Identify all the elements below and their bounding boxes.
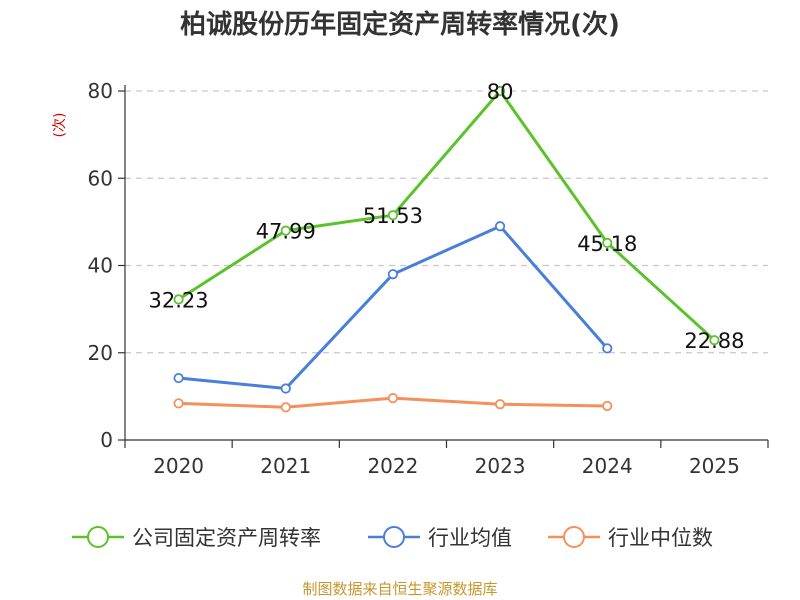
data-label: 47.99 — [256, 220, 316, 244]
data-label: 80 — [487, 80, 514, 104]
x-tick-label: 2023 — [475, 454, 526, 478]
legend-swatch-marker — [87, 526, 109, 548]
data-point — [280, 383, 291, 394]
data-labels: 32.23 47.99 51.53 80 45.18 22.88 — [149, 80, 745, 353]
series-layer — [173, 85, 720, 413]
x-tick-label: 2025 — [689, 454, 740, 478]
legend-label: 行业中位数 — [608, 526, 713, 550]
data-point — [173, 398, 184, 409]
y-tick-label: 60 — [88, 166, 113, 190]
x-tick-label: 2021 — [260, 454, 311, 478]
data-point — [494, 399, 506, 410]
source-note: 制图数据来自恒生聚源数据库 — [302, 580, 497, 598]
chart-title: 柏诚股份历年固定资产周转率情况(次) — [180, 9, 620, 40]
legend-label: 公司固定资产周转率 — [132, 526, 321, 550]
data-point — [602, 343, 613, 354]
data-point — [709, 335, 720, 346]
y-tick-label: 80 — [88, 79, 113, 103]
data-point — [173, 294, 184, 305]
y-axis-unit-label: (次) — [52, 113, 68, 138]
gridlines — [125, 90, 768, 354]
y-tick-label: 0 — [100, 428, 113, 452]
data-point — [494, 85, 506, 97]
x-tick-label: 2024 — [582, 454, 633, 478]
data-point — [494, 221, 506, 232]
data-label: 32.23 — [149, 288, 209, 312]
y-tick-label: 20 — [88, 341, 113, 365]
legend-label: 行业均值 — [428, 526, 512, 550]
data-point — [280, 402, 291, 413]
data-point — [173, 372, 184, 384]
data-point — [387, 269, 399, 280]
data-point — [387, 393, 399, 404]
legend-swatch-marker — [563, 526, 585, 548]
series-line — [177, 89, 716, 342]
x-tick-label: 2022 — [367, 454, 418, 478]
y-tick-label: 40 — [88, 254, 113, 278]
data-label: 45.18 — [577, 232, 637, 256]
data-label: 51.53 — [363, 204, 423, 228]
x-tick-label: 2020 — [153, 454, 204, 478]
legend[interactable]: 公司固定资产周转率 行业均值 行业中位数 — [72, 526, 713, 550]
data-point — [602, 400, 613, 412]
series-line — [178, 224, 609, 391]
axes: 0 20 40 60 80 2020 2021 2022 2023 2024 2025 — [88, 79, 769, 478]
data-point — [387, 210, 399, 221]
data-point — [280, 225, 291, 236]
legend-swatch-marker — [383, 526, 405, 548]
data-label: 22.88 — [684, 329, 744, 353]
data-point — [602, 237, 613, 249]
